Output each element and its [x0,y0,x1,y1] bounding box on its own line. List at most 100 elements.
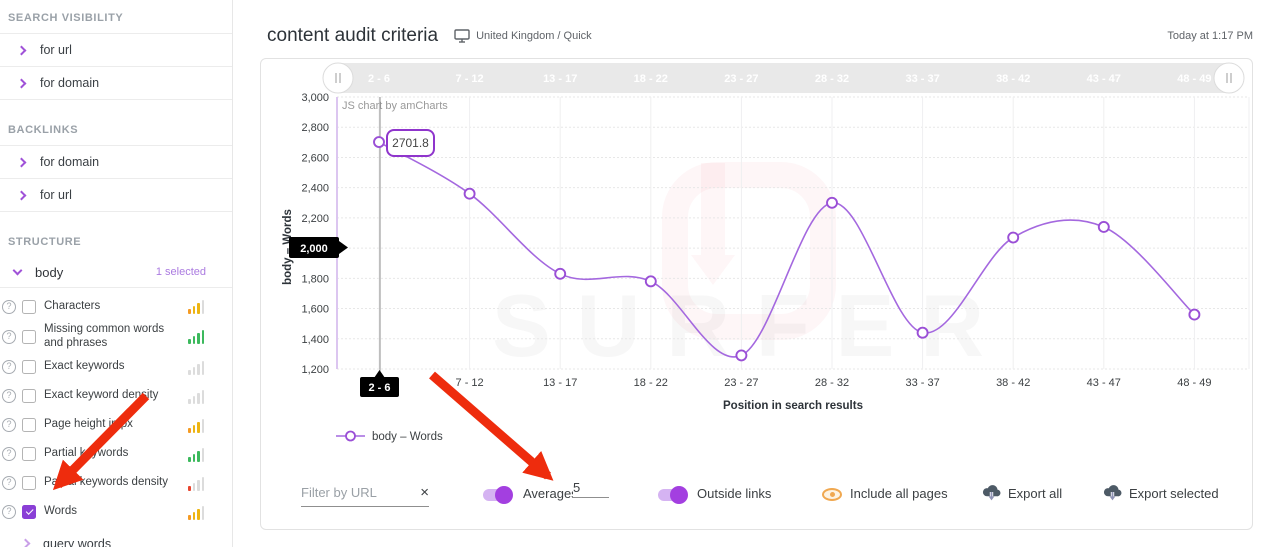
cursor-x-balloon: 2 - 6 [360,370,399,397]
scrollbar-category-label: 2 - 6 [368,73,390,85]
series-line [378,141,1195,358]
chevron-right-icon [16,190,27,200]
filter-url-input[interactable] [301,485,401,500]
criteria-checkbox[interactable] [22,360,36,375]
averages-toggle[interactable] [483,486,513,504]
averages-count-input[interactable] [573,480,609,498]
mini-bar [188,456,191,462]
sidebar-link-label: for url [40,188,72,202]
criteria-row-partial-keywords-density: ? Partial keywords density [0,469,232,498]
criteria-row-exact-keywords: ? Exact keywords [0,353,232,382]
export-selected-button[interactable]: Export selected [1103,484,1219,502]
sidebar-section-title: BACKLINKS [0,114,232,146]
y-tick-label: 2,400 [301,183,329,195]
criteria-checkbox[interactable] [22,299,36,314]
criteria-checkbox[interactable] [22,447,36,462]
help-icon[interactable]: ? [2,389,16,404]
sidebar-section: SEARCH VISIBILITY for url for domain [0,2,232,100]
outside-links-toggle[interactable] [658,486,688,504]
help-icon[interactable]: ? [2,476,16,491]
chart-card: SURFER 2 - 6 7 - 12 13 - 17 18 - 22 23 - 27 28… [260,58,1253,530]
words-line-chart: SURFER 2 - 6 7 - 12 13 - 17 18 - 22 23 - 27 28… [282,62,1250,443]
scrollbar-handle-left[interactable] [322,62,354,94]
data-point-0[interactable] [373,136,385,149]
criteria-label: Words [44,505,78,518]
surfer-logo-arrowhead [691,255,735,285]
sidebar-item-for-url[interactable]: for url [0,179,232,212]
criteria-checkbox[interactable] [22,389,36,404]
monitor-icon [454,29,470,43]
scrollbar-category-label: 18 - 22 [634,73,668,85]
data-point-8[interactable] [1097,221,1110,233]
scrollbar-handle-right[interactable] [1213,62,1245,94]
tooltip: 2701.8 [386,129,435,157]
x-tick-label: 33 - 37 [905,377,939,389]
cloud-download-icon [1103,485,1122,501]
scrollbar-track[interactable] [338,63,1231,93]
help-icon[interactable]: ? [2,329,16,344]
mini-bar [197,479,200,491]
chevron-right-icon [20,538,31,547]
help-icon[interactable]: ? [2,299,16,314]
criteria-checkbox[interactable] [22,418,36,433]
structure-section-title: STRUCTURE [8,236,82,248]
scrollbar-handle-left-circle[interactable] [322,62,354,94]
criteria-checkbox[interactable] [22,476,36,491]
y-tick-label: 1,800 [301,273,329,285]
clear-filter-icon[interactable]: × [420,484,429,501]
structure-group-body[interactable]: body 1 selected [0,257,232,288]
criteria-row-exact-keyword-density: ? Exact keyword density [0,382,232,411]
data-point-2[interactable] [554,267,567,280]
query-words-label: query words [43,536,112,547]
mini-bar [188,485,191,491]
export-all-button[interactable]: Export all [982,484,1062,502]
data-point-1[interactable] [463,187,476,200]
mini-bar [201,300,204,314]
scrollbar-category-label: 38 - 42 [996,73,1030,85]
help-icon[interactable]: ? [2,505,16,520]
mini-bar [201,447,204,462]
mini-bar [201,389,204,404]
mini-bar [197,333,200,345]
mini-histogram-icon [188,389,204,404]
data-point-3[interactable] [644,275,657,288]
y-tick-label: 2,600 [301,152,329,164]
scrollbar-handle-right-circle[interactable] [1213,62,1245,94]
data-point-6[interactable] [916,326,929,339]
export-all-label: Export all [1008,485,1063,501]
eye-icon[interactable] [822,488,842,501]
data-point-9[interactable] [1188,308,1201,321]
main-panel: content audit criteria United Kingdom / … [233,0,1265,547]
criteria-row-missing-common-words-and-phrases: ? Missing common words and phrases [0,321,232,353]
mini-bar [192,306,195,314]
criteria-checkbox[interactable] [22,329,36,344]
cursor-x-balloon-pointer [374,370,385,378]
sidebar-section: BACKLINKS for domain for url [0,114,232,212]
criteria-row-partial-keywords: ? Partial keywords [0,440,232,469]
sidebar-item-for-url[interactable]: for url [0,34,232,67]
y-tick-label: 1,600 [301,304,329,316]
help-icon[interactable]: ? [2,447,16,462]
x-axis-title: Position in search results [723,400,863,412]
sidebar-item-query-words[interactable]: query words [0,529,232,547]
data-point-5[interactable] [826,196,838,209]
report-scope: United Kingdom / Quick [454,29,592,43]
timestamp: Today at 1:17 PM [1167,30,1253,42]
criteria-checkbox[interactable] [22,505,36,520]
y-axis-title: body – Words [282,209,294,285]
mini-bar [201,505,204,520]
legend[interactable]: body – Words [336,430,443,443]
mini-histogram-icon [188,418,204,433]
x-tick-label: 38 - 42 [996,377,1030,389]
help-icon[interactable]: ? [2,360,16,375]
criteria-label: Characters [44,299,101,312]
scrollbar-category-label: 28 - 32 [815,73,849,85]
scrollbar-category-label: 43 - 47 [1087,73,1121,85]
legend-marker-point [345,430,356,442]
data-point-7[interactable] [1007,231,1020,244]
sidebar-item-for-domain[interactable]: for domain [0,67,232,100]
sidebar-item-for-domain[interactable]: for domain [0,146,232,179]
chart-scrollbar[interactable]: 2 - 6 7 - 12 13 - 17 18 - 22 23 - 27 28 - 32 3… [322,62,1245,94]
help-icon[interactable]: ? [2,418,16,433]
data-point-4[interactable] [735,349,748,362]
